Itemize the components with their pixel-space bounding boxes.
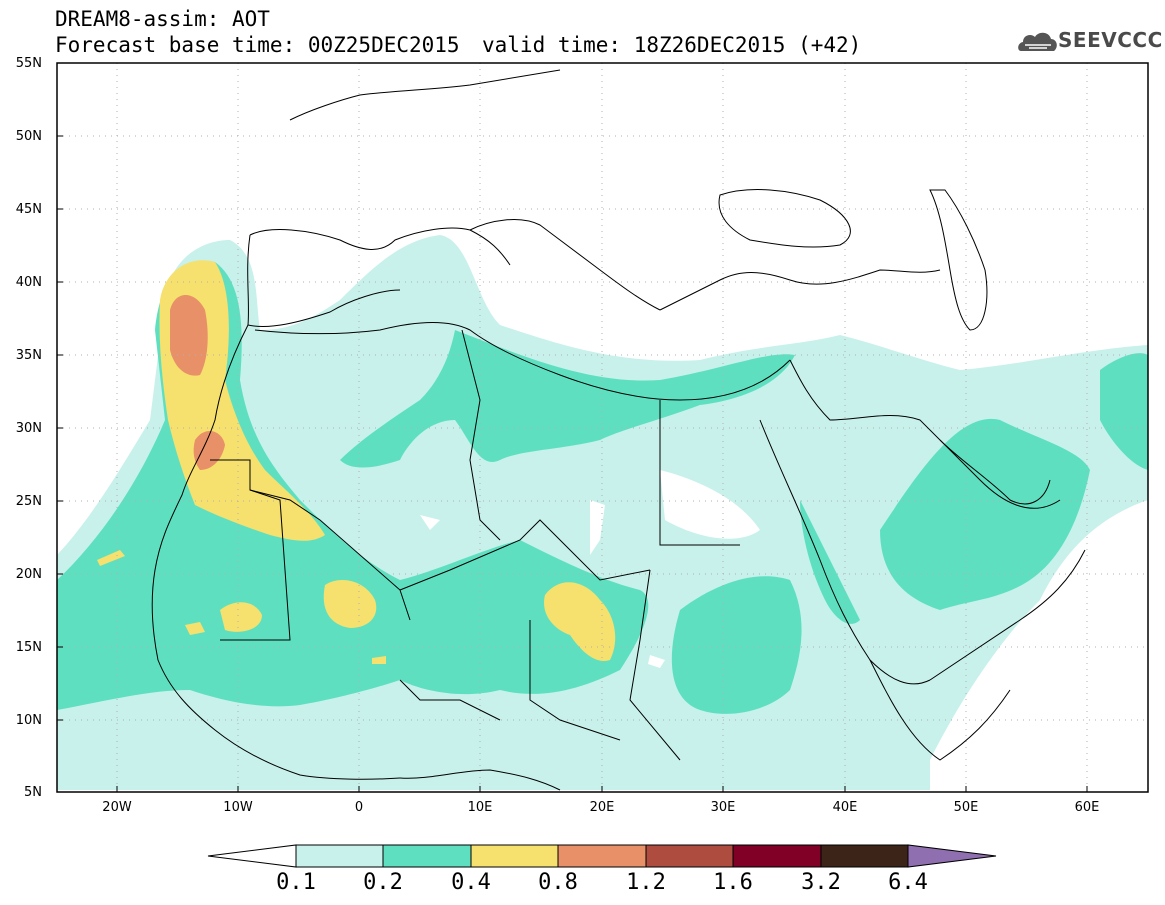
valid-time: valid time: 18Z26DEC2015 (+42) (482, 33, 862, 57)
colorbar-swatch-0.8 (557, 844, 647, 868)
lat-label: 40N (15, 275, 42, 290)
lat-label: 5N (24, 785, 42, 800)
aot-band-0.4 (220, 602, 262, 632)
lon-label: 10E (467, 800, 493, 815)
aot-band-0.2 (671, 576, 802, 714)
lon-label: 40E (832, 800, 858, 815)
lat-label: 25N (15, 494, 42, 509)
colorbar-label: 0.4 (451, 870, 491, 895)
aot-band-0.2 (1100, 353, 1148, 470)
colorbar-min-arrow (207, 844, 297, 868)
lon-label: 10W (223, 800, 253, 815)
colorbar-label: 0.2 (363, 870, 403, 895)
lon-label: 0 (354, 800, 364, 815)
aot-band-0.4 (185, 622, 205, 635)
lon-label: 60E (1074, 800, 1100, 815)
aot-band-0.2 (340, 330, 795, 468)
ticks (57, 62, 1088, 792)
clear-gap (660, 470, 760, 539)
clear-gap (420, 515, 440, 530)
colorbar (207, 844, 997, 868)
coastlines (151, 69, 1086, 791)
colorbar-label: 1.6 (713, 870, 753, 895)
aot-band-0.4 (323, 580, 377, 628)
lat-label: 55N (15, 56, 42, 71)
colorbar-swatch-1.6 (732, 844, 822, 868)
colorbar-swatch-1.2 (645, 844, 734, 868)
lon-label: 20E (589, 800, 615, 815)
colorbar-label: 6.4 (888, 870, 928, 895)
lat-label: 50N (15, 129, 42, 144)
colorbar-swatch-0.1 (295, 844, 384, 868)
colorbar-label: 3.2 (801, 870, 841, 895)
colorbar-label: 1.2 (626, 870, 666, 895)
lat-label: 20N (15, 567, 42, 582)
lon-label: 50E (953, 800, 979, 815)
aot-band-0.2 (880, 418, 1090, 610)
clear-gap (648, 655, 665, 668)
map-title: DREAM8-assim: AOT (55, 7, 270, 31)
lon-label: 20W (102, 800, 132, 815)
colorbar-label: 0.8 (538, 870, 578, 895)
colorbar-swatch-0.4 (470, 844, 559, 868)
colorbar-max-arrow (907, 844, 997, 868)
colorbar-swatch-3.2 (820, 844, 909, 868)
lat-label: 35N (15, 348, 42, 363)
colorbar-label: 0.1 (276, 870, 316, 895)
clear-gap (590, 500, 605, 555)
logo-text: SEEVCCC (1058, 28, 1163, 52)
lat-label: 10N (15, 713, 42, 728)
forecast-base-time: Forecast base time: 00Z25DEC2015 (55, 33, 460, 57)
aot-band-0.4 (97, 550, 125, 566)
lat-label: 45N (15, 202, 42, 217)
aot-band-0.2 (800, 500, 860, 624)
cloud-logo-icon (1018, 32, 1057, 51)
lon-label: 30E (710, 800, 736, 815)
aot-band-0.4 (544, 582, 616, 661)
lat-label: 30N (15, 421, 42, 436)
aot-field (57, 235, 1148, 790)
lat-label: 15N (15, 640, 42, 655)
aot-band-0.4 (372, 656, 386, 664)
colorbar-swatch-0.2 (382, 844, 472, 868)
aot-band-0.8 (170, 295, 208, 376)
